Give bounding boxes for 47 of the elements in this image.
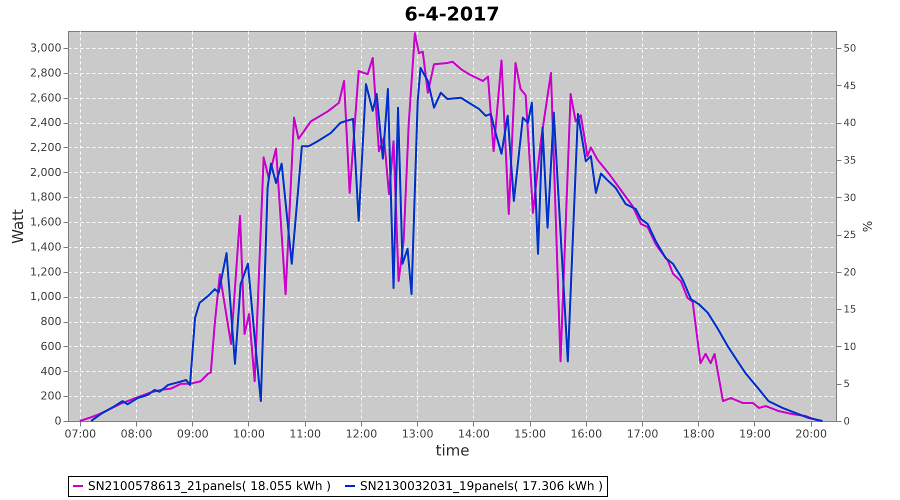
x-tick-label: 08:00 — [120, 428, 152, 440]
x-tick-label: 16:00 — [570, 428, 602, 440]
y2-tick-label: 10 — [844, 342, 856, 353]
x-tick-label: 13:00 — [402, 428, 434, 440]
x-tick-label: 14:00 — [458, 428, 490, 440]
x-axis-title: time — [436, 442, 470, 460]
y-tick-label: 2,400 — [30, 116, 62, 130]
chart-title: 6-4-2017 — [404, 3, 500, 26]
y2-tick-label: 45 — [844, 80, 856, 92]
x-tick-label: 11:00 — [289, 428, 322, 440]
y-tick-label: 3,000 — [30, 42, 62, 55]
y2-tick-label: 25 — [844, 230, 856, 242]
y-tick-label: 1,800 — [30, 190, 62, 204]
y-tick-label: 2,200 — [30, 140, 62, 154]
y2-tick-label: 0 — [844, 416, 850, 428]
y2-axis-title: % — [860, 220, 874, 232]
x-tick-label: 18:00 — [682, 428, 715, 440]
x-tick-label: 10:00 — [233, 428, 265, 440]
legend-label: SN2100578613_21panels( 18.055 kWh ) — [88, 479, 331, 493]
y-tick-label: 400 — [40, 364, 62, 378]
y-tick-label: 0 — [54, 414, 62, 428]
y-tick-label: 2,800 — [30, 66, 62, 80]
y2-tick-label: 50 — [844, 44, 856, 55]
x-tick-label: 17:00 — [626, 428, 658, 440]
y-tick-label: 1,600 — [30, 216, 62, 229]
x-tick-label: 09:00 — [176, 428, 209, 440]
y-tick-label: 1,400 — [30, 240, 62, 254]
y-tick-label: 800 — [40, 315, 62, 328]
y2-tick-label: 30 — [844, 192, 856, 204]
y-tick-label: 2,600 — [30, 91, 62, 104]
x-tick-label: 19:00 — [739, 428, 771, 440]
y-tick-label: 1,000 — [30, 290, 62, 304]
x-tick-label: 12:00 — [346, 428, 378, 440]
y-tick-label: 600 — [40, 340, 62, 353]
y-axis-title: Watt — [9, 208, 28, 244]
x-tick-label: 15:00 — [514, 428, 546, 440]
y-tick-label: 2,000 — [30, 166, 62, 179]
x-tick-label: 20:00 — [795, 428, 828, 440]
y2-tick-label: 35 — [844, 156, 856, 167]
y2-tick-label: 15 — [844, 304, 856, 316]
y-tick-label: 1,200 — [30, 265, 62, 278]
y2-tick-label: 20 — [844, 267, 856, 278]
y2-tick-label: 40 — [844, 118, 856, 130]
y-tick-label: 200 — [40, 390, 62, 403]
y2-tick-label: 5 — [844, 379, 850, 390]
x-tick-label: 07:00 — [64, 428, 96, 440]
legend-label: SN2130032031_19panels( 17.306 kWh ) — [360, 479, 603, 493]
